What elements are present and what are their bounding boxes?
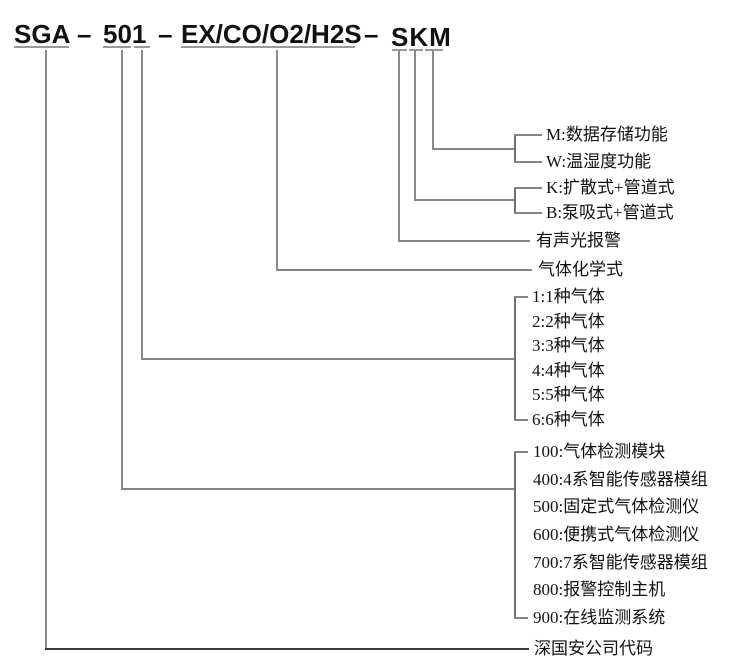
gas-formula-connector <box>276 269 532 271</box>
kb-bracket-line <box>514 187 516 214</box>
gas-count-item: 3:3种气体 <box>532 336 605 356</box>
product-series-item: 700:7系智能传感器模组 <box>533 552 708 572</box>
option-s-drop-line <box>398 50 400 242</box>
gas-count-item: 1:1种气体 <box>532 287 605 306</box>
kb-bracket-tick-k <box>514 187 542 189</box>
gas-count-item: 4:4种气体 <box>532 360 605 380</box>
label-w-temp-humidity: W:温湿度功能 <box>546 152 652 171</box>
company-code-connector <box>45 648 529 650</box>
option-k-drop-line <box>414 50 416 201</box>
mw-bracket-tick-w <box>514 161 542 163</box>
series-prefix-drop-line <box>121 50 123 490</box>
product-series-bracket-line <box>514 451 516 619</box>
gas-count-bracket-tick-top <box>514 296 528 298</box>
option-m-drop-line <box>432 50 434 150</box>
underline-gas-count-digit <box>134 46 150 48</box>
product-series-item: 100:气体检测模块 <box>533 442 666 461</box>
label-b-pump-pipeline: B:泵吸式+管道式 <box>546 203 674 222</box>
product-series-item: 800:报警控制主机 <box>533 580 666 600</box>
underline-company-code <box>14 46 69 48</box>
model-company-code: SGA <box>14 19 71 49</box>
gas-count-drop-line <box>141 50 143 360</box>
option-s-connector <box>398 240 530 242</box>
product-series-item: 900:在线监测系统 <box>533 607 666 627</box>
product-series-list: 100:气体检测模块 400:4系智能传感器模组 500:固定式气体检测仪 60… <box>533 443 708 627</box>
mw-bracket-line <box>514 134 516 163</box>
label-gas-chemical-formula: 气体化学式 <box>538 260 623 279</box>
model-series-number: 501 <box>103 19 147 49</box>
series-prefix-connector <box>121 488 516 490</box>
underline-gas-formulas <box>181 46 355 48</box>
label-sound-light-alarm: 有声光报警 <box>536 231 621 250</box>
model-option-letters: SKM <box>391 22 452 52</box>
mw-bracket-tick-m <box>514 134 542 136</box>
option-k-connector <box>414 199 516 201</box>
company-code-drop-line <box>45 50 47 650</box>
kb-bracket-tick-b <box>514 212 542 214</box>
underline-option-k <box>409 49 423 51</box>
gas-count-list: 1:1种气体 2:2种气体 3:3种气体 4:4种气体 5:5种气体 6:6种气… <box>532 288 605 429</box>
product-series-bracket-tick-top <box>514 451 528 453</box>
gas-count-bracket-line <box>514 296 516 421</box>
gas-count-item: 2:2种气体 <box>532 311 605 331</box>
product-series-bracket-tick-bottom <box>514 617 528 619</box>
label-company-code: 深国安公司代码 <box>534 639 653 658</box>
product-series-item: 600:便携式气体检测仪 <box>533 524 700 544</box>
label-k-diffusion-pipeline: K:扩散式+管道式 <box>546 178 675 197</box>
product-series-item: 500:固定式气体检测仪 <box>533 497 700 517</box>
label-m-data-storage: M:数据存储功能 <box>546 125 668 144</box>
gas-count-item: 6:6种气体 <box>532 409 605 429</box>
model-gas-formulas: EX/CO/O2/H2S <box>181 19 362 49</box>
separator-dash-1: – <box>77 19 92 49</box>
underline-series-prefix <box>103 46 131 48</box>
gas-count-bracket-tick-bottom <box>514 419 528 421</box>
separator-dash-3: – <box>364 19 379 49</box>
product-series-item: 400:4系智能传感器模组 <box>533 469 708 489</box>
gas-formula-drop-line <box>276 50 278 271</box>
option-m-connector <box>432 148 516 150</box>
gas-count-connector <box>141 358 516 360</box>
gas-count-item: 5:5种气体 <box>532 385 605 405</box>
separator-dash-2: – <box>158 19 173 49</box>
underline-option-m <box>425 49 443 51</box>
